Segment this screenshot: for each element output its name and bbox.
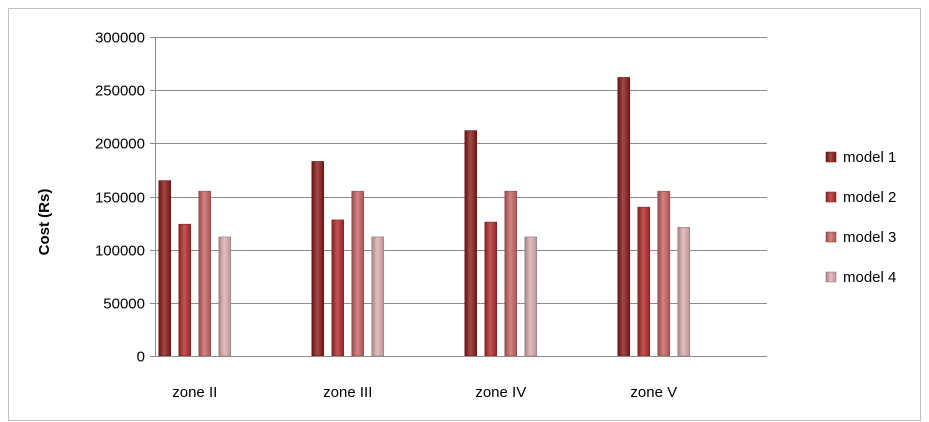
y-tick-label: 200000 [95,136,145,153]
legend-label: model 1 [843,149,896,166]
legend-swatch [825,151,837,163]
bars [158,77,691,357]
bar-model-2-zone-ii [178,223,192,357]
bar-model-4-zone-iv [524,236,538,357]
y-tick-label: 300000 [95,30,145,47]
bar-model-1-zone-iii [311,161,325,357]
bar-model-1-zone-v [617,77,631,357]
bar-model-4-zone-ii [218,236,232,357]
x-tick-label: zone IV [475,384,526,401]
legend-label: model 4 [843,269,896,286]
y-tick-label: 0 [137,349,145,366]
bar-model-4-zone-iii [371,236,385,357]
x-tick-label: zone II [172,384,217,401]
legend-label: model 2 [843,189,896,206]
y-tick-label: 250000 [95,83,145,100]
bar-model-2-zone-v [637,206,651,357]
x-axis: zone II zone III zone IV zone V [155,356,767,401]
bar-model-3-zone-iv [504,190,518,357]
y-axis-ticks: 0 50000 100000 150000 200000 250000 300000 [95,30,156,366]
y-tick-label: 50000 [103,296,145,313]
bar-model-4-zone-v [677,227,691,357]
y-axis-label: Cost (Rs) [36,189,53,256]
bar-model-3-zone-v [657,190,671,357]
y-tick-label: 150000 [95,190,145,207]
y-tick-label: 100000 [95,243,145,260]
chart-frame [8,8,921,421]
legend-swatch [825,191,837,203]
legend: model 1 model 2 model 3 model 4 [825,149,896,286]
bar-model-2-zone-iv [484,221,498,357]
bar-model-3-zone-ii [198,190,212,357]
bar-model-1-zone-ii [158,180,172,357]
legend-label: model 3 [843,229,896,246]
bar-model-1-zone-iv [464,130,478,357]
bar-model-3-zone-iii [351,190,365,357]
x-tick-label: zone III [323,384,372,401]
bar-model-2-zone-iii [331,219,345,357]
legend-swatch [825,271,837,283]
x-tick-label: zone V [630,384,677,401]
legend-swatch [825,231,837,243]
